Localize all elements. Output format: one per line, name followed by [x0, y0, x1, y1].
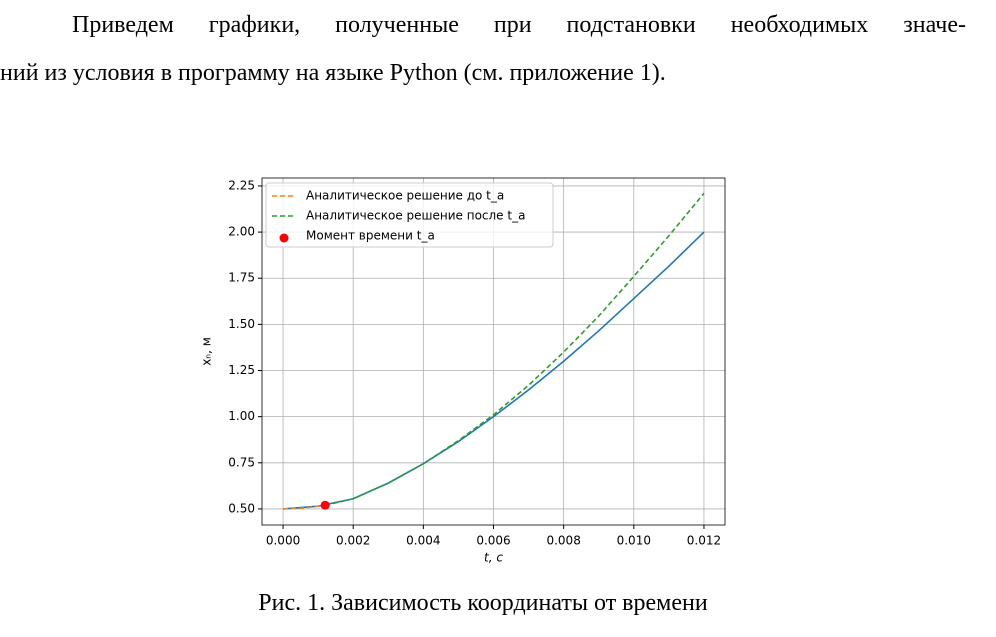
data-line: [324, 192, 705, 507]
x-tick-label: 0.000: [266, 534, 300, 548]
legend-label: Аналитическое решение после t_a: [306, 209, 525, 223]
x-tick-label: 0.010: [617, 534, 651, 548]
legend-label: Аналитическое решение до t_a: [306, 189, 504, 203]
x-tick-label: 0.008: [546, 534, 580, 548]
data-line: [283, 504, 326, 510]
data-point: [320, 500, 330, 510]
y-tick-label: 0.75: [228, 455, 255, 469]
x-tick-label: 0.002: [336, 534, 370, 548]
x-tick-label: 0.012: [687, 534, 721, 548]
chart: 0.000 0.002 0.004 0.006 0.008 0.010 0.012 0.50 0…: [200, 177, 726, 565]
x-tick-label: 0.006: [476, 534, 510, 548]
y-tick-label: 1.25: [228, 363, 255, 377]
caption: Рис. 1. Зависимость координаты от времен…: [258, 590, 708, 616]
y-tick-label: 1.00: [228, 409, 255, 423]
x-tick-label: 0.004: [406, 534, 440, 548]
y-tick-label: 0.50: [228, 501, 255, 515]
plot-frame: [261, 177, 726, 526]
legend-label: Момент времени t_a: [306, 229, 435, 243]
y-tick-label: 1.50: [228, 317, 255, 331]
legend-box: [265, 182, 554, 248]
x-axis-label: t, c: [484, 551, 503, 565]
y-tick-label: 1.75: [228, 271, 255, 285]
legend-marker: [279, 233, 289, 243]
paragraph-line: ний из условия в программу на языке Pyth…: [0, 60, 666, 86]
y-axis-label: xₙ, м: [200, 337, 214, 366]
paragraph-line: Приведем графики, полученные при подстан…: [72, 12, 966, 38]
y-tick-label: 2.25: [228, 178, 255, 192]
y-tick-label: 2.00: [228, 225, 255, 239]
